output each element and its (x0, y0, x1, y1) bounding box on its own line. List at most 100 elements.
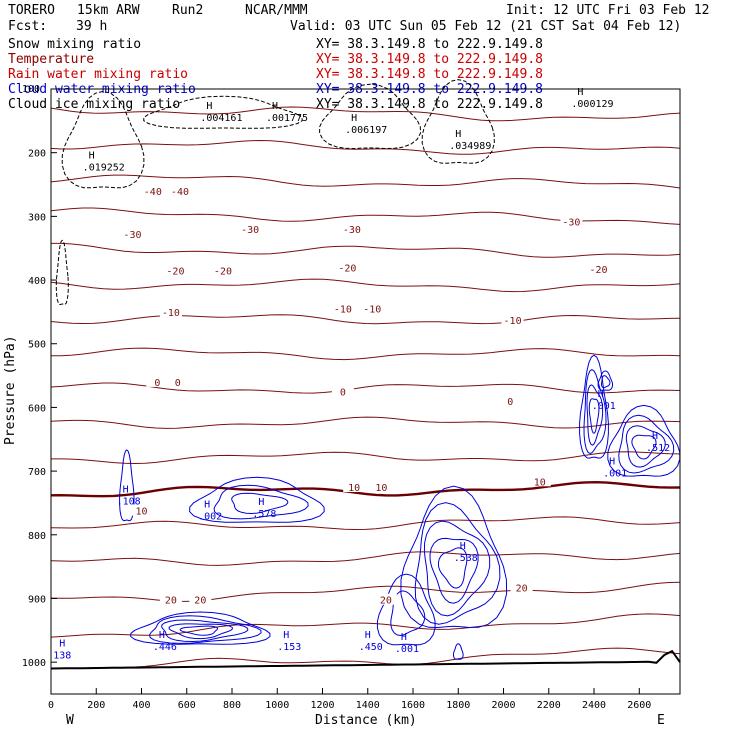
x-tick-label: 2400 (582, 700, 606, 711)
isotherm-label: 10 (348, 483, 360, 494)
maximum-value: .006197 (345, 125, 387, 136)
cloud-water-contour (618, 414, 675, 474)
isotherm-label-bg (374, 593, 397, 605)
y-tick-label: 300 (28, 212, 46, 223)
isotherm-label: 0 (340, 388, 346, 399)
isotherm-line (50, 174, 681, 189)
isotherm-label: -20 (214, 267, 232, 278)
maximum-marker: H (283, 630, 289, 641)
cloud-water-contour (601, 375, 611, 389)
y-tick-label: 700 (28, 467, 46, 478)
cloud-water-contour (437, 547, 468, 589)
model-name: TORERO (8, 3, 55, 18)
isotherm-label: 20 (165, 596, 177, 607)
x-tick-label: 2000 (491, 700, 515, 711)
maximum-value: .446 (153, 642, 177, 653)
maximum-value: .538 (454, 553, 478, 564)
isotherm-label: -20 (166, 267, 184, 278)
isotherm-line (50, 106, 681, 122)
maximum-marker: H (365, 630, 371, 641)
isotherm-label-bg (166, 375, 189, 387)
isotherm-line (50, 551, 681, 566)
maximum-marker: H (609, 456, 615, 467)
init-time: Init: 12 UTC Fri 03 Feb 12 (506, 3, 710, 18)
isotherm-label: 0 (154, 378, 160, 389)
y-axis-title: Pressure (hPa) (3, 335, 18, 445)
isotherm-label-bg (343, 481, 366, 493)
maximum-value: .512 (646, 443, 670, 454)
cloud-water-contour (148, 615, 262, 644)
isotherm-label: 20 (194, 596, 206, 607)
isotherm-label: -30 (343, 225, 361, 236)
isotherm-line (50, 347, 681, 361)
cloud-water-contour (376, 573, 436, 646)
isotherm-label: -30 (241, 225, 259, 236)
cloud-water-contour (168, 623, 233, 640)
field-xy-cloud-ice: XY= 38.3.149.8 to 222.9.149.8 (316, 97, 543, 112)
isotherm-label: 10 (534, 477, 546, 488)
isotherm-label-bg (164, 264, 187, 276)
y-tick-label-100: 100 (22, 84, 40, 95)
y-tick-label: 1000 (22, 658, 46, 669)
isotherm-label-bg (141, 184, 164, 196)
west-label: W (66, 713, 74, 728)
isotherm-line (50, 416, 681, 429)
cloud-ice-contour (421, 79, 495, 164)
cloud-ice-contour (143, 95, 303, 129)
maximum-value: .001 (603, 468, 627, 479)
cloud-water-contour (179, 625, 219, 636)
y-tick-label: 600 (28, 403, 46, 414)
isotherm-label-bg (211, 264, 234, 276)
maximum-value: .004161 (200, 113, 242, 124)
field-xy-snow: XY= 38.3.149.8 to 222.9.149.8 (316, 37, 543, 52)
isotherm-label: -20 (338, 263, 356, 274)
isotherm-line (51, 242, 681, 258)
isotherm-label-bg (340, 223, 363, 235)
east-label: E (657, 713, 665, 728)
cloud-water-contour (161, 619, 249, 643)
x-tick-label: 1400 (356, 700, 380, 711)
cloud-water-contour (119, 449, 135, 522)
maximum-value: .034989 (449, 141, 491, 152)
isotherm-line (82, 647, 681, 669)
isotherm-label: 20 (380, 596, 392, 607)
isotherm-line (50, 480, 681, 498)
maximum-marker: H (460, 541, 466, 552)
isotherm-label-bg (239, 223, 262, 235)
y-tick-label: 400 (28, 276, 46, 287)
isotherm-label-bg (560, 215, 583, 227)
isotherm-line (50, 278, 681, 293)
maximum-marker: H (272, 101, 278, 112)
cloud-water-contour (390, 590, 426, 637)
cloud-water-contour (631, 434, 657, 460)
isotherm-label-bg (499, 395, 522, 407)
maximum-marker: H (258, 497, 264, 508)
run-label: Run2 (172, 3, 203, 18)
isotherm-label-bg (331, 302, 354, 314)
isotherm-line (50, 613, 681, 638)
isotherm-line (50, 382, 681, 394)
x-tick-label: 2600 (627, 700, 651, 711)
isotherm-label-bg (189, 593, 212, 605)
cloud-water-contour (414, 502, 501, 625)
isotherm-label: -10 (504, 316, 522, 327)
cloud-water-contour (189, 476, 325, 523)
maximum-value: .450 (359, 642, 383, 653)
cloud-water-contour (579, 354, 609, 459)
isotherm-label-bg (159, 593, 182, 605)
isotherm-labels: -40 -40-30 -30 -30-30-20 -20 -20 -20-10 -10 -10-… (121, 184, 610, 607)
y-tick-label: 800 (28, 531, 46, 542)
cloud-water-contour (586, 384, 604, 446)
cloud-contours (55, 79, 681, 660)
maximum-marker: H (401, 632, 407, 643)
isotherm-line (50, 581, 681, 602)
maximum-value: .108 (117, 496, 141, 507)
resolution: 15km ARW (77, 3, 140, 18)
maximum-value: .153 (277, 642, 301, 653)
cloud-water-contour (607, 404, 681, 477)
maximum-marker: H (89, 151, 95, 162)
isotherm-label-bg (370, 481, 393, 493)
isotherm-line (51, 451, 681, 465)
maximum-marker: H (577, 87, 583, 98)
x-tick-label: 400 (132, 700, 150, 711)
